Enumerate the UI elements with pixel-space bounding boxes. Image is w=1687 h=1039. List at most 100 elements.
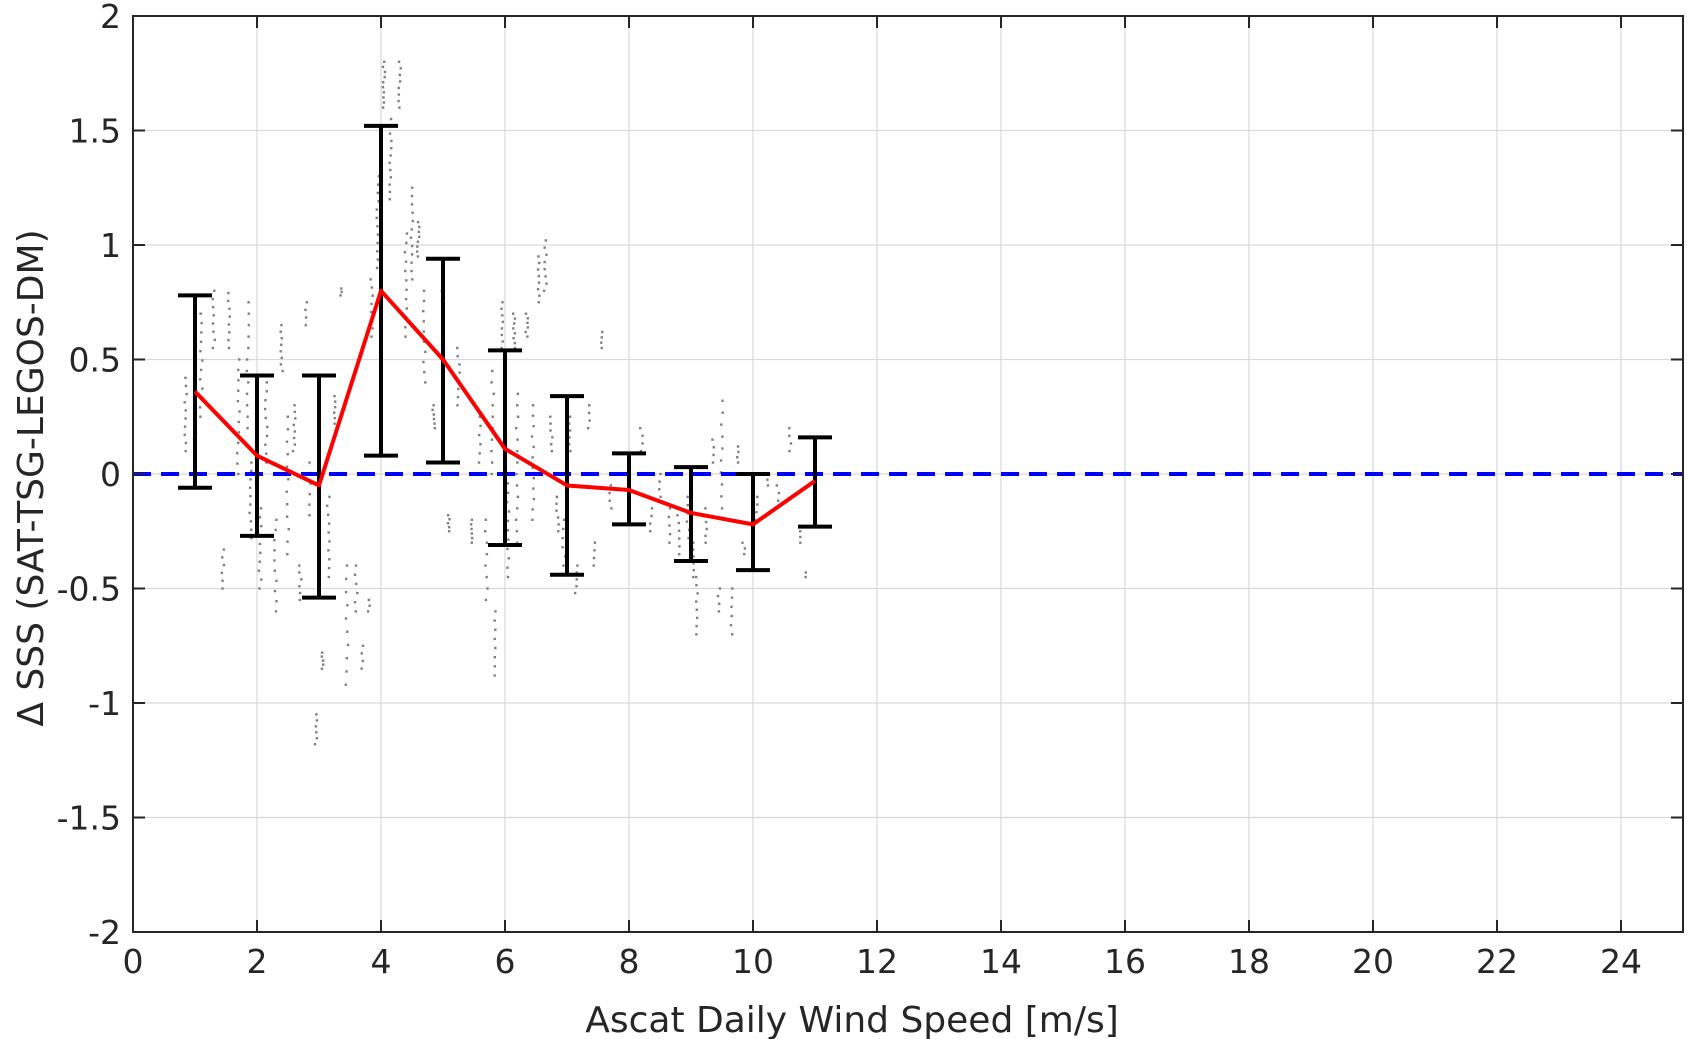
scatter-point bbox=[506, 547, 509, 551]
scatter-point bbox=[543, 268, 546, 271]
scatter-point bbox=[211, 346, 214, 350]
scatter-point bbox=[483, 530, 487, 533]
scatter-point bbox=[375, 266, 379, 270]
scatter-point bbox=[719, 459, 723, 462]
scatter-point bbox=[340, 290, 343, 294]
scatter-point bbox=[259, 551, 262, 555]
scatter-point bbox=[737, 450, 740, 454]
scatter-point bbox=[326, 513, 330, 516]
scatter-point bbox=[557, 530, 560, 533]
scatter-point bbox=[561, 546, 564, 549]
scatter-point bbox=[315, 731, 318, 734]
scatter-point bbox=[370, 286, 374, 289]
scatter-point bbox=[659, 472, 662, 476]
scatter-point bbox=[248, 486, 252, 489]
scatter-point bbox=[227, 291, 230, 295]
scatter-point bbox=[353, 601, 357, 604]
scatter-point bbox=[456, 404, 459, 407]
scatter-point bbox=[775, 484, 778, 487]
scatter-point bbox=[184, 384, 188, 388]
scatter-point bbox=[592, 564, 595, 567]
x-tick-label: 2 bbox=[247, 942, 268, 981]
scatter-point bbox=[512, 337, 515, 340]
scatter-point bbox=[567, 443, 571, 446]
scatter-point bbox=[294, 417, 297, 420]
scatter-point bbox=[718, 587, 722, 590]
scatter-point bbox=[265, 434, 269, 438]
scatter-point bbox=[326, 504, 329, 508]
scatter-point bbox=[490, 381, 493, 384]
scatter-point bbox=[265, 390, 269, 393]
y-tick-label: 0.5 bbox=[69, 341, 121, 380]
scatter-point bbox=[512, 312, 515, 315]
mean-polyline bbox=[193, 288, 817, 527]
scatter-point bbox=[536, 287, 540, 291]
scatter-point bbox=[743, 547, 747, 550]
scatter-point bbox=[404, 269, 407, 273]
scatter-point bbox=[346, 604, 349, 607]
scatter-point bbox=[405, 288, 408, 291]
scatter-point bbox=[755, 510, 758, 514]
scatter-point bbox=[273, 559, 276, 562]
scatter-point bbox=[397, 99, 400, 103]
scatter-point bbox=[275, 518, 278, 521]
scatter-point bbox=[562, 518, 566, 521]
scatter-point bbox=[227, 346, 231, 350]
scatter-point bbox=[388, 183, 391, 186]
scatter-point bbox=[532, 476, 536, 480]
scatter-point bbox=[506, 529, 510, 532]
scatter-point bbox=[410, 261, 413, 264]
scatter-point bbox=[448, 518, 451, 521]
scatter-point bbox=[313, 743, 317, 746]
scatter-point bbox=[389, 176, 393, 179]
scatter-point bbox=[490, 461, 494, 464]
scatter-point bbox=[246, 427, 249, 430]
scatter-point bbox=[712, 453, 715, 457]
scatter-point bbox=[720, 423, 723, 426]
scatter-point bbox=[608, 491, 611, 495]
scatter-point bbox=[557, 523, 560, 526]
scatter-point bbox=[493, 637, 496, 641]
scatter-point bbox=[346, 630, 349, 633]
scatter-point bbox=[608, 499, 611, 502]
scatter-point bbox=[804, 575, 807, 579]
scatter-point bbox=[247, 323, 251, 327]
scatter-point bbox=[333, 405, 337, 409]
x-tick-label: 8 bbox=[619, 942, 640, 981]
scatter-point bbox=[279, 350, 282, 353]
scatter-point bbox=[530, 435, 534, 438]
scatter-point bbox=[600, 341, 603, 344]
scatter-point bbox=[257, 569, 261, 572]
scatter-point bbox=[183, 401, 186, 404]
scatter-point bbox=[298, 564, 301, 567]
scatter-point bbox=[237, 431, 241, 434]
scatter-point bbox=[731, 587, 734, 590]
scatter-point bbox=[245, 369, 248, 373]
scatter-point bbox=[287, 478, 290, 481]
scatter-point bbox=[274, 610, 278, 613]
scatter-point bbox=[315, 713, 318, 716]
scatter-point bbox=[512, 327, 515, 330]
scatter-point bbox=[410, 253, 414, 256]
scatter-point bbox=[212, 314, 215, 317]
scatter-point bbox=[265, 461, 268, 464]
scatter-point bbox=[236, 451, 239, 455]
scatter-point bbox=[258, 542, 262, 546]
scatter-point bbox=[485, 541, 489, 544]
scatter-point bbox=[575, 585, 578, 588]
scatter-point bbox=[344, 577, 348, 581]
scatter-point bbox=[273, 569, 276, 572]
scatter-point bbox=[512, 322, 516, 325]
scatter-point bbox=[431, 408, 434, 412]
scatter-point bbox=[432, 404, 435, 407]
y-tick-label: 2 bbox=[100, 0, 121, 36]
scatter-point bbox=[238, 358, 241, 361]
scatter-point bbox=[327, 575, 331, 579]
scatter-point bbox=[409, 236, 413, 239]
scatter-point bbox=[381, 86, 385, 89]
scatter-point bbox=[411, 186, 414, 189]
scatter-point bbox=[345, 657, 349, 660]
scatter-point bbox=[685, 520, 689, 523]
scatter-point bbox=[692, 562, 695, 565]
